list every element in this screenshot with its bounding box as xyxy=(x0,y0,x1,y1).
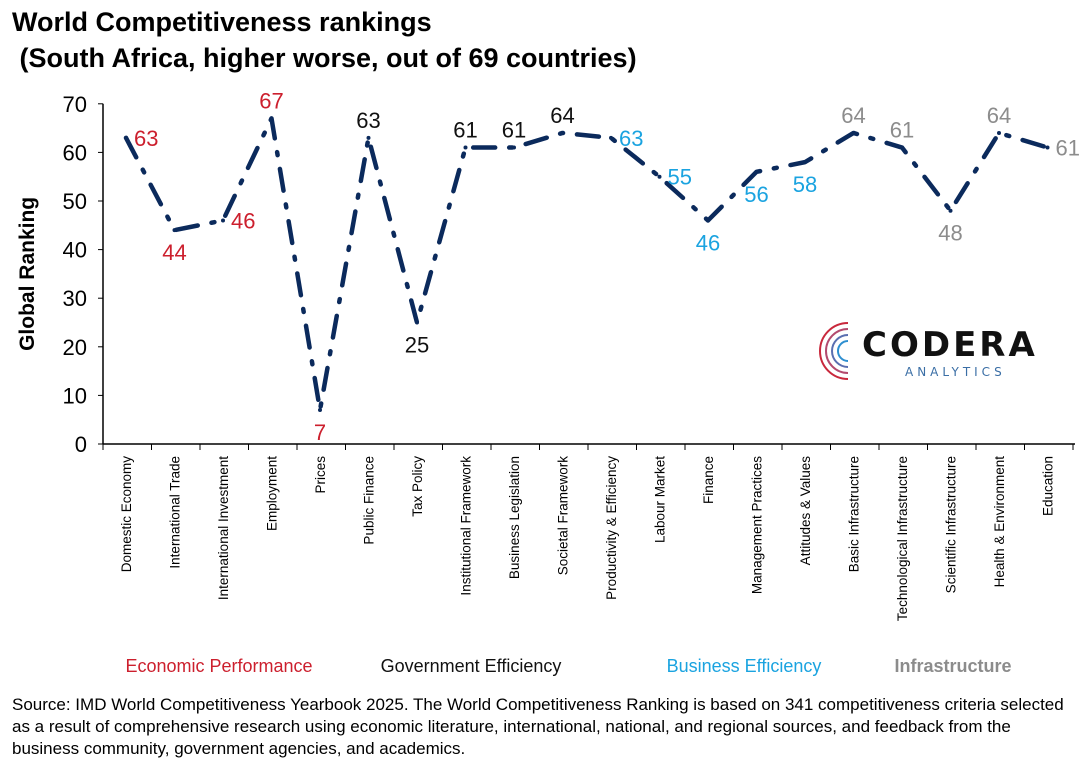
x-tick-label: Prices xyxy=(313,456,328,494)
data-label: 64 xyxy=(550,103,574,128)
data-label: 63 xyxy=(134,126,158,151)
x-tick-label: Business Legislation xyxy=(507,456,522,579)
data-point xyxy=(997,130,1001,135)
data-label: 64 xyxy=(987,103,1011,128)
y-tick-label: 0 xyxy=(75,432,87,457)
x-tick-label: International Investment xyxy=(216,456,231,600)
line-chart: 0 10 20 30 40 50 60 70 Global Ranking Domestic Ec… xyxy=(16,88,1080,676)
data-point xyxy=(851,130,856,135)
data-label: 46 xyxy=(231,208,255,233)
y-tick-label: 10 xyxy=(63,383,87,408)
x-tick-label: Basic Infrastructure xyxy=(847,456,862,572)
data-label: 61 xyxy=(453,118,477,143)
data-label: 58 xyxy=(793,172,817,197)
data-label: 61 xyxy=(502,118,526,143)
x-tick-label: Technological Infrastructure xyxy=(895,456,910,621)
x-tick-label: Health & Environment xyxy=(992,456,1007,588)
data-point xyxy=(948,208,953,213)
data-point xyxy=(1045,145,1050,150)
x-tick-label: Societal Framework xyxy=(556,456,571,576)
y-tick-label: 50 xyxy=(63,189,87,214)
data-point xyxy=(706,218,710,223)
data-point xyxy=(803,160,807,165)
data-label: 44 xyxy=(162,240,186,265)
data-point xyxy=(609,135,613,140)
x-tick-label: Labour Market xyxy=(653,456,668,543)
data-label: 46 xyxy=(696,230,720,255)
x-tick-label: Public Finance xyxy=(362,456,377,545)
source-note: Source: IMD World Competitiveness Yearbo… xyxy=(12,695,1064,758)
data-point xyxy=(366,135,371,140)
y-tick-label: 70 xyxy=(63,92,87,117)
group-label: Economic Performance xyxy=(125,656,312,676)
data-label: 63 xyxy=(356,108,380,133)
data-point xyxy=(269,116,274,121)
data-label: 61 xyxy=(1056,136,1080,161)
y-tick-label: 20 xyxy=(63,335,87,360)
data-point xyxy=(124,135,128,140)
x-tick-label: Tax Policy xyxy=(410,456,425,517)
data-point xyxy=(415,320,419,325)
x-tick-label: Management Practices xyxy=(750,456,765,594)
group-label: Government Efficiency xyxy=(381,656,562,676)
data-label: 67 xyxy=(259,88,283,113)
data-label: 61 xyxy=(890,118,914,143)
data-label: 48 xyxy=(938,221,962,246)
data-point xyxy=(560,130,565,135)
data-point xyxy=(512,145,516,150)
y-tick-label: 60 xyxy=(63,140,87,165)
x-tick-label: Domestic Economy xyxy=(119,456,134,573)
x-tick-label: Employment xyxy=(265,456,280,531)
data-label: 25 xyxy=(405,333,429,358)
logo-wordmark: CODERA xyxy=(862,325,1038,365)
x-tick-label: Finance xyxy=(701,456,716,504)
data-point xyxy=(221,218,225,223)
data-label: 7 xyxy=(314,420,326,445)
y-tick-label: 30 xyxy=(63,286,87,311)
title-line-2: (South Africa, higher worse, out of 69 c… xyxy=(12,43,637,73)
data-point xyxy=(463,145,468,150)
x-tick-label: International Trade xyxy=(168,456,183,569)
y-tick-label: 40 xyxy=(63,238,87,263)
group-label: Infrastructure xyxy=(894,656,1011,676)
title-line-1: World Competitiveness rankings xyxy=(12,7,432,37)
x-tick-label: Attitudes & Values xyxy=(798,456,813,566)
data-point xyxy=(657,174,662,179)
y-axis-title: Global Ranking xyxy=(16,197,39,351)
data-label: 63 xyxy=(619,126,643,151)
x-tick-label: Education xyxy=(1041,456,1056,516)
data-point xyxy=(172,228,177,233)
codera-logo: CODERA ANALYTICS xyxy=(810,315,1035,385)
chart-title: World Competitiveness rankings (South Af… xyxy=(12,4,637,76)
codera-logo-mark-icon xyxy=(819,322,849,380)
group-label: Business Efficiency xyxy=(667,656,822,676)
data-label: 56 xyxy=(744,182,768,207)
data-point xyxy=(318,407,322,412)
data-label: 64 xyxy=(841,103,865,128)
data-point xyxy=(754,169,759,174)
series-line xyxy=(123,116,1050,413)
logo-subtitle: ANALYTICS xyxy=(905,365,1006,379)
data-point xyxy=(900,145,904,150)
x-tick-label: Scientific Infrastructure xyxy=(944,456,959,593)
x-tick-label: Institutional Framework xyxy=(459,456,474,596)
data-label: 55 xyxy=(668,165,692,190)
x-tick-label: Productivity & Efficiency xyxy=(604,456,619,600)
